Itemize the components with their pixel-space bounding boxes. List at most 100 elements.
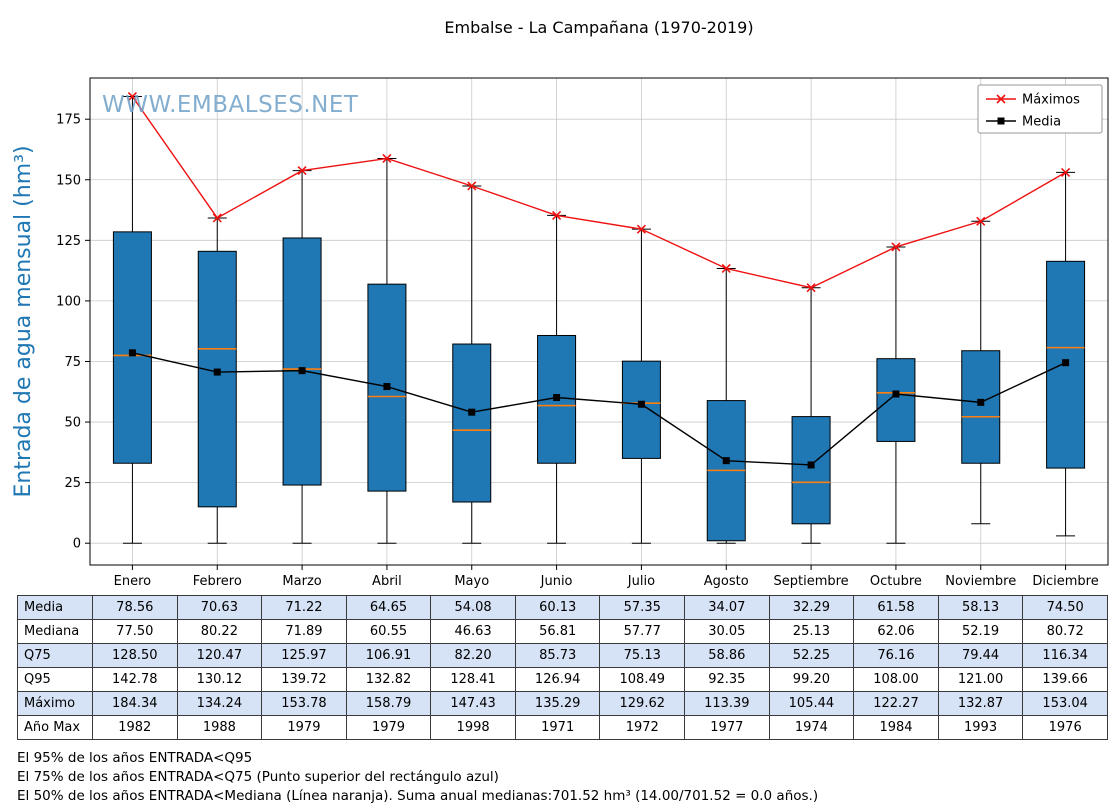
table-cell: 76.16 [853, 643, 939, 668]
table-cell: 74.50 [1022, 595, 1108, 620]
maximos-marker [467, 181, 477, 191]
table-row-mediana: Mediana 77.50 80.22 71.89 60.55 46.63 56.81 57.… [17, 619, 1108, 644]
table-cell: 121.00 [937, 667, 1024, 692]
x-tick-label: Junio [540, 574, 573, 589]
table-cell: 1993 [937, 715, 1024, 740]
stats-table: Media 78.56 70.63 71.22 64.65 54.08 60.13 57.35… [17, 595, 1108, 740]
watermark: WWW.EMBALSES.NET [102, 92, 359, 118]
x-tick-label: Enero [114, 574, 152, 589]
y-tick-label: 175 [56, 113, 81, 128]
media-marker [468, 408, 476, 416]
box [452, 343, 492, 503]
maximos-marker [1061, 167, 1071, 177]
maximos-marker [636, 224, 646, 234]
table-cell: 128.50 [92, 643, 178, 668]
table-cell: 1976 [1022, 715, 1108, 740]
table-cell: 129.62 [599, 691, 686, 716]
y-tick-label: 100 [56, 294, 81, 309]
table-cell: 158.79 [345, 691, 432, 716]
table-row-m-ximo: Máximo 184.34 134.24 153.78 158.79 147.43 135.… [17, 691, 1108, 716]
table-cell: 132.87 [937, 691, 1024, 716]
table-cell: 1982 [92, 715, 178, 740]
x-tick-label: Julio [627, 574, 655, 589]
box [197, 250, 237, 508]
table-cell: 184.34 [92, 691, 178, 716]
table-cell: 82.20 [430, 643, 516, 668]
footnote-mediana: El 50% de los años ENTRADA<Mediana (Líne… [17, 788, 819, 804]
table-cell: 106.91 [345, 643, 432, 668]
table-cell: 32.29 [768, 595, 855, 620]
box [621, 360, 661, 459]
media-marker [298, 367, 306, 375]
table-cell: 52.19 [937, 619, 1024, 644]
table-cell: 105.44 [768, 691, 855, 716]
y-axis-label: Entrada de agua mensual (hm³) [11, 145, 36, 497]
legend-square-marker [997, 117, 1005, 125]
media-marker [892, 390, 900, 398]
table-cell: 147.43 [430, 691, 516, 716]
table-cell: 30.05 [684, 619, 770, 644]
box [876, 358, 916, 442]
box [961, 350, 1001, 464]
table-cell: 34.07 [684, 595, 770, 620]
table-cell: 71.22 [261, 595, 347, 620]
media-marker [637, 400, 645, 408]
maximos-marker [976, 216, 986, 226]
media-marker [553, 394, 561, 402]
maximos-marker [297, 166, 307, 176]
plot-border [89, 77, 1109, 566]
box [112, 231, 152, 464]
legend-label: Media [1022, 115, 1061, 130]
table-cell: 142.78 [92, 667, 178, 692]
table-cell: 1977 [684, 715, 770, 740]
table-cell: 46.63 [430, 619, 516, 644]
x-tick-label: Agosto [704, 574, 749, 589]
media-marker [213, 368, 221, 376]
table-cell: 52.25 [768, 643, 855, 668]
table-row-media: Media 78.56 70.63 71.22 64.65 54.08 60.13 57.35… [17, 595, 1108, 620]
table-row-a-o-max: Año Max 1982 1988 1979 1979 1998 1971 1972 1977 1… [17, 715, 1108, 740]
row-label: Mediana [17, 619, 93, 644]
table-cell: 130.12 [176, 667, 263, 692]
plot-area [90, 78, 1108, 565]
y-tick-label: 25 [64, 476, 81, 491]
table-cell: 1998 [430, 715, 516, 740]
table-cell: 125.97 [261, 643, 347, 668]
media-line [132, 352, 1066, 466]
table-cell: 1979 [345, 715, 432, 740]
table-cell: 108.00 [853, 667, 939, 692]
table-cell: 122.27 [853, 691, 939, 716]
legend-label: Máximos [1022, 93, 1080, 108]
footnote-q95: El 95% de los años ENTRADA<Q95 [17, 750, 253, 766]
media-marker [128, 349, 136, 357]
maximos-marker [382, 153, 392, 164]
table-cell: 54.08 [430, 595, 516, 620]
table-cell: 58.13 [937, 595, 1024, 620]
table-cell: 58.86 [684, 643, 770, 668]
box [791, 416, 831, 525]
table-cell: 25.13 [768, 619, 855, 644]
media-marker [807, 461, 815, 469]
footnotes: El 95% de los años ENTRADA<Q95 El 75% de… [17, 749, 1120, 806]
table-cell: 116.34 [1022, 643, 1108, 668]
table-cell: 1988 [176, 715, 263, 740]
y-tick-label: 150 [56, 173, 81, 188]
table-cell: 60.55 [345, 619, 432, 644]
boxplot-chart: 0 25 50 75 100 125 150 175 Enero Febrero Marzo Abri… [11, 18, 1109, 589]
table-cell: 57.35 [599, 595, 686, 620]
maximos-marker [552, 210, 562, 220]
row-label: Q95 [17, 667, 93, 692]
table-cell: 56.81 [514, 619, 601, 644]
table-cell: 77.50 [92, 619, 178, 644]
table-cell: 113.39 [684, 691, 770, 716]
table-cell: 80.22 [176, 619, 263, 644]
media-marker [1062, 359, 1070, 367]
maximos-marker [891, 242, 901, 252]
table-cell: 99.20 [768, 667, 855, 692]
table-cell: 64.65 [345, 595, 432, 620]
box [282, 237, 322, 486]
table-cell: 1984 [853, 715, 939, 740]
table-cell: 132.82 [345, 667, 432, 692]
maximos-marker [127, 91, 137, 102]
